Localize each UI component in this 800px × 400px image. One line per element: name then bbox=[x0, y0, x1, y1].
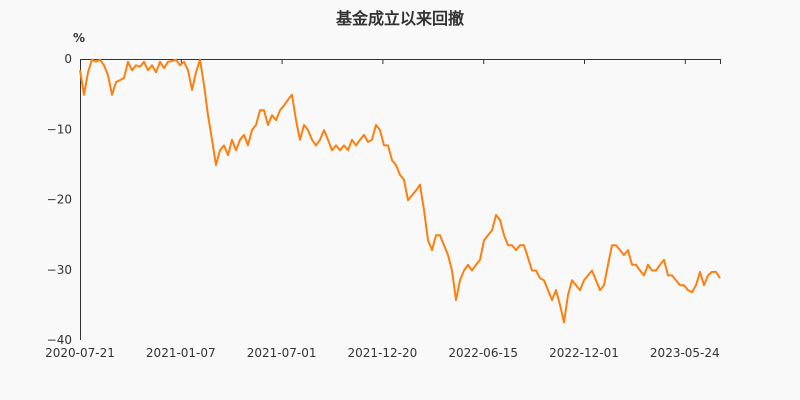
chart-title: 基金成立以来回撤 bbox=[335, 9, 464, 28]
x-tick-label: 2021-01-07 bbox=[146, 346, 216, 360]
drawdown-series-line bbox=[79, 58, 721, 324]
y-tick-label: −10 bbox=[47, 122, 72, 136]
x-tick-label: 2021-12-20 bbox=[348, 346, 418, 360]
x-tick-label: 2021-07-01 bbox=[247, 346, 317, 360]
y-tick-label: −30 bbox=[47, 263, 72, 277]
y-tick-label: −20 bbox=[47, 193, 72, 207]
x-tick-label: 2022-12-01 bbox=[549, 346, 619, 360]
y-axis-unit: % bbox=[73, 31, 85, 45]
x-tick-label: 2023-05-24 bbox=[650, 346, 720, 360]
x-tick-label: 2020-07-21 bbox=[45, 346, 115, 360]
x-tick-label: 2022-06-15 bbox=[448, 346, 518, 360]
y-tick-label: −40 bbox=[47, 333, 72, 347]
y-tick-label: 0 bbox=[64, 52, 72, 66]
